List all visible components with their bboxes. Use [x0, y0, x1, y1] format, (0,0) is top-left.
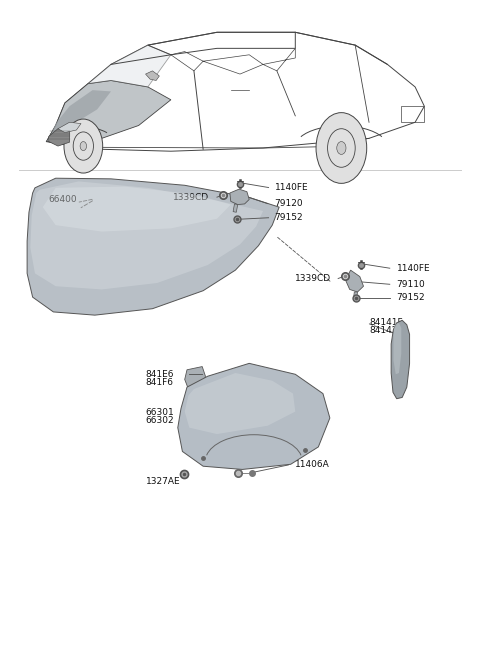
Polygon shape [391, 320, 409, 399]
Polygon shape [27, 178, 279, 315]
Text: 79152: 79152 [396, 293, 425, 302]
Text: 66301: 66301 [145, 409, 174, 417]
Polygon shape [30, 182, 263, 289]
Text: 841E6: 841E6 [145, 370, 174, 379]
Text: 79152: 79152 [275, 213, 303, 222]
Polygon shape [88, 45, 171, 87]
Polygon shape [58, 122, 81, 133]
Text: 66302: 66302 [145, 417, 174, 425]
Text: 1327AE: 1327AE [145, 476, 180, 485]
Polygon shape [230, 189, 249, 205]
Polygon shape [43, 186, 231, 232]
Circle shape [316, 113, 367, 184]
Text: 1339CD: 1339CD [173, 193, 209, 201]
Polygon shape [346, 270, 363, 292]
Text: 84141F: 84141F [369, 318, 403, 327]
Polygon shape [185, 367, 205, 388]
Polygon shape [353, 292, 358, 300]
Polygon shape [145, 71, 159, 81]
Text: 79120: 79120 [275, 199, 303, 208]
Circle shape [337, 142, 346, 154]
Polygon shape [178, 363, 330, 470]
Text: 1339CD: 1339CD [295, 274, 331, 283]
Text: 841F6: 841F6 [145, 378, 174, 387]
Polygon shape [185, 373, 295, 434]
Polygon shape [49, 90, 111, 140]
Polygon shape [47, 81, 171, 144]
Text: 11406A: 11406A [295, 461, 330, 470]
Text: 79110: 79110 [396, 280, 425, 289]
Text: 66400: 66400 [49, 195, 77, 203]
Polygon shape [233, 204, 238, 213]
Polygon shape [49, 129, 70, 146]
Text: 1140FE: 1140FE [275, 183, 308, 192]
Polygon shape [394, 323, 401, 375]
Text: 84142F: 84142F [369, 326, 403, 335]
Circle shape [80, 142, 86, 151]
Text: 1140FE: 1140FE [396, 264, 430, 273]
Circle shape [64, 119, 103, 173]
